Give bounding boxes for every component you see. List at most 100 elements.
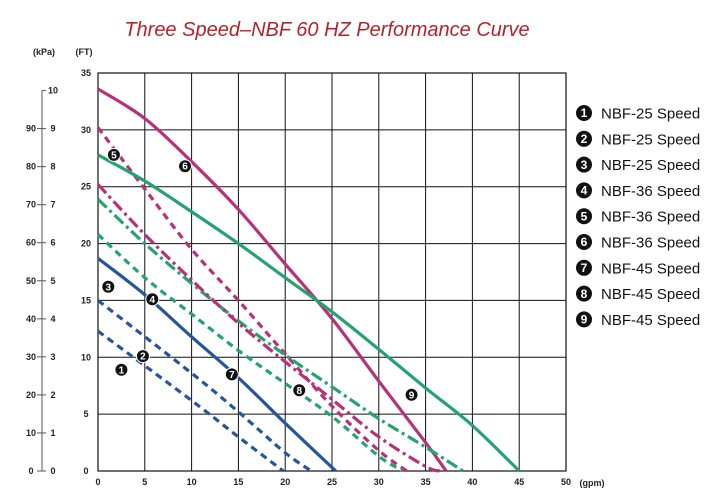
series-line-1 [97,329,285,473]
legend-badge [576,259,592,276]
x-tick-label: 45 [514,477,524,487]
curve-badge-number: 1 [119,365,125,376]
legend-label: NBF-25 Speed [601,106,700,123]
series-line-6 [97,87,448,472]
series-layer [96,87,521,473]
x-tick-label: 15 [233,477,243,487]
kpa-tick-label: 20 [26,390,36,400]
legend-entry: 4 NBF-36 Speed [576,182,700,200]
legend-badge [576,182,592,199]
x-tick-label: 25 [327,477,337,487]
legend-label: NBF-25 Speed [601,131,700,148]
kpa-minor-tick-label: 9 [50,124,55,134]
curve-badge-circle [135,349,150,364]
curve-badge-number: 4 [150,295,156,306]
curve-badge-circle [106,147,121,162]
curve-badge-number: 5 [111,150,117,161]
kpa-tick-label: 30 [26,352,36,362]
curve-badge-circle [224,367,239,382]
legend-badge-number: 6 [581,235,588,249]
series-line-5 [96,126,408,473]
x-tick-label: 5 [142,477,147,487]
curve-badge-circle [114,362,129,377]
ft-axis-unit: (FT) [76,47,93,57]
kpa-tick-label: 0 [28,466,33,476]
legend-entry: 1 NBF-25 Speed [576,105,700,123]
x-tick-label: 40 [467,477,477,487]
legend-badge [576,234,592,250]
curve-badge-number: 2 [140,352,146,363]
legend-badge [576,105,592,121]
kpa-tick-label: 80 [26,162,36,172]
legend-entry: 7 NBF-45 Speed [576,259,700,277]
legend-badge [576,311,592,328]
kpa-tick-label: 40 [26,314,36,324]
ft-tick-label: 0 [83,466,88,476]
ft-tick-label: 10 [81,352,91,362]
curve-badge-2: 2 [135,349,150,364]
curve-badge-4: 4 [145,292,160,307]
x-tick-label: 35 [421,477,431,487]
kpa-minor-tick-label: 10 [48,86,58,96]
kpa-tick-label: 90 [26,124,36,134]
legend-label: NBF-45 Speed [601,260,700,277]
series-line-4 [96,233,404,473]
curve-badge-circle [292,383,307,398]
curve-badge-circle [145,292,160,307]
kpa-minor-tick-label: 4 [50,314,55,324]
chart-title: Three Speed–NBF 60 HZ Performance Curve [124,19,529,41]
curve-badge-6: 6 [178,159,193,174]
legend-entry: 5 NBF-36 Speed [576,208,700,226]
x-tick-label: 0 [95,477,100,487]
ft-tick-label: 20 [81,239,91,249]
legend-entry: 6 NBF-36 Speed [576,234,700,252]
legend-badge-number: 3 [581,158,588,172]
x-tick-label: 10 [187,477,197,487]
ft-tick-label: 30 [81,125,91,135]
curve-badge-number: 6 [182,162,188,173]
series-line-3 [97,257,337,473]
curve-badge-circle [404,387,419,402]
kpa-tick-label: 60 [26,238,36,248]
axes: 0 5 10 15 20 25 30 35 40 45 5005101520253035010203… [26,68,571,487]
curve-badge-number: 8 [296,386,302,397]
series-line-8 [96,183,441,473]
legend-badge-number: 2 [581,132,588,146]
legend-badge-number: 4 [581,184,588,198]
kpa-minor-tick-label: 2 [50,390,55,400]
ft-tick-label: 25 [81,182,91,192]
legend-badge-number: 8 [581,287,588,301]
kpa-minor-tick-label: 6 [50,238,55,248]
ft-tick-label: 15 [81,295,91,305]
curve-badge-number: 7 [229,370,235,381]
legend-label: NBF-36 Speed [601,183,700,200]
kpa-minor-tick-label: 3 [50,352,55,362]
curve-badge-number: 9 [409,390,415,401]
legend-badge-number: 9 [581,313,588,327]
legend-badge-number: 5 [581,209,588,223]
curve-badge-circle [101,279,116,294]
curve-badge-3: 3 [101,279,116,294]
legend: 1 NBF-25 Speed 2 NBF-25 Speed 3 NBF-25 Speed 4… [576,105,700,329]
plot-grid [97,72,567,472]
series-line-7 [96,198,464,473]
legend-entry: 3 NBF-25 Speed [576,156,700,174]
curve-badge-5: 5 [106,147,121,162]
legend-badge [576,156,592,173]
curve-labels: 1 2 3 4 5 6 7 8 9 [101,147,419,402]
legend-label: NBF-45 Speed [601,312,700,329]
legend-badge-number: 1 [581,106,588,120]
legend-badge [576,208,592,225]
curve-badge-circle [178,159,193,174]
x-tick-label: 30 [374,477,384,487]
kpa-minor-tick-label: 8 [50,162,55,172]
curve-badge-1: 1 [114,362,129,377]
legend-label: NBF-25 Speed [601,157,700,174]
legend-label: NBF-36 Speed [601,209,700,226]
curve-badge-number: 3 [106,282,112,293]
x-axis-unit: (gpm) [580,478,605,488]
x-tick-label: 20 [280,477,290,487]
kpa-tick-label: 10 [26,428,36,438]
kpa-minor-tick-label: 1 [50,428,55,438]
